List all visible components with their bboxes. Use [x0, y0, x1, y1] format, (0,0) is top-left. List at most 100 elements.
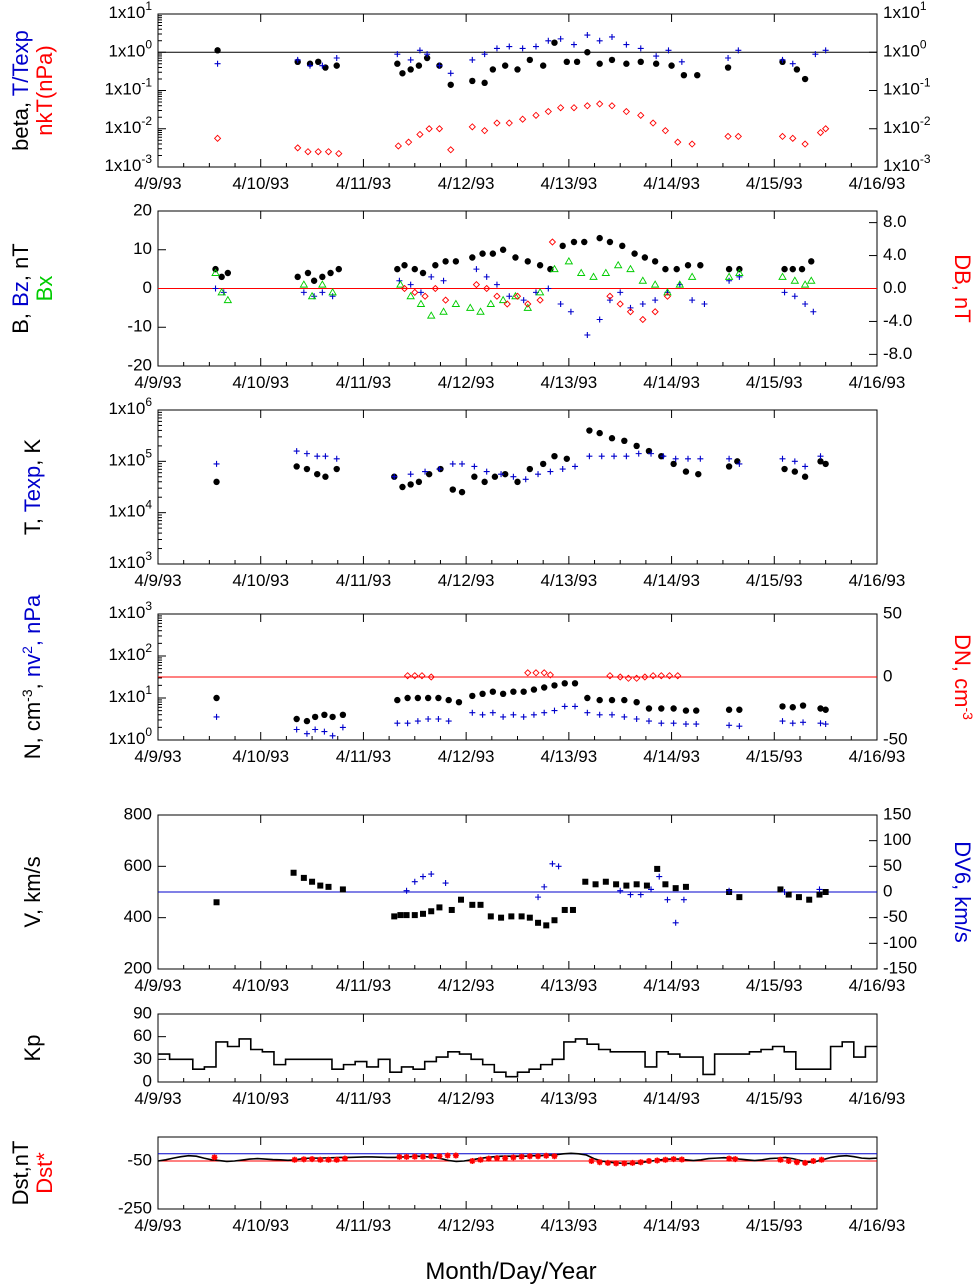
density-y-axis-title-part: nv: [20, 654, 45, 677]
velocity-series-1: [403, 860, 823, 926]
velocity-point: [602, 878, 609, 885]
field-point: [428, 273, 435, 280]
density-date-label: 4/14/93: [643, 747, 700, 766]
beta-point: [435, 125, 444, 133]
field-point: [394, 265, 401, 273]
density-point: [455, 699, 463, 706]
field-point: [211, 268, 220, 276]
density-point: [665, 672, 674, 680]
field-point: [584, 332, 591, 338]
beta-point: [416, 47, 423, 54]
velocity-point: [300, 874, 307, 881]
density-point: [303, 717, 311, 725]
dst-point: [662, 1156, 669, 1163]
density-point: [414, 694, 422, 702]
field-right-tick-label: -8.0: [883, 344, 912, 363]
field-point: [684, 262, 692, 269]
density-point: [394, 696, 401, 704]
velocity-point: [442, 880, 449, 887]
velocity-point: [339, 886, 346, 893]
field-point: [493, 292, 501, 300]
temperature-point: [802, 463, 809, 470]
field-point: [802, 301, 809, 307]
field-date-label: 4/13/93: [540, 373, 597, 392]
density-point: [817, 705, 824, 712]
velocity-point: [682, 883, 689, 890]
field-point: [512, 254, 519, 261]
field-point: [650, 280, 660, 288]
temperature-point: [611, 453, 618, 460]
velocity-y-axis-title-part: V, km/s: [20, 856, 45, 927]
density-point: [561, 703, 568, 710]
velocity-point: [508, 913, 515, 920]
velocity-point: [822, 889, 829, 895]
velocity-point: [582, 878, 589, 885]
velocity-point: [816, 891, 823, 898]
velocity-date-label: 4/13/93: [540, 976, 597, 995]
density-point: [633, 716, 640, 722]
field-point: [652, 297, 659, 304]
kp-y-tick-label: 60: [133, 1026, 152, 1045]
temperature-point: [633, 442, 640, 450]
density-point: [657, 672, 665, 680]
field-point: [631, 250, 638, 257]
field-point: [557, 301, 564, 307]
temperature-point: [303, 465, 311, 473]
field-point: [212, 285, 219, 292]
density-point: [520, 688, 527, 695]
velocity-right-tick-label: 0: [883, 881, 892, 900]
field-point: [224, 269, 232, 277]
field-point: [489, 250, 497, 257]
density-series-2: [403, 669, 682, 682]
field-point: [564, 256, 574, 265]
density-point: [339, 724, 346, 731]
velocity-point: [561, 906, 568, 913]
field-point: [781, 265, 788, 273]
dst-point: [588, 1158, 595, 1164]
beta-point: [778, 132, 787, 141]
temperature-y-axis-title-part: , K: [20, 439, 45, 466]
temperature-point: [501, 470, 509, 478]
dst-point: [317, 1156, 324, 1163]
temperature-point: [293, 463, 300, 470]
density-point: [641, 673, 649, 681]
temperature-point: [459, 460, 466, 467]
temperature-date-label: 4/13/93: [540, 571, 597, 590]
velocity-point: [795, 894, 802, 901]
field-point: [307, 291, 317, 300]
dst-y-tick-label: -250: [118, 1198, 152, 1217]
velocity-right-axis-title-line-1: DV6, km/s: [950, 841, 975, 942]
field-point: [791, 293, 798, 300]
field-y-axis-title-part: B,: [8, 307, 33, 334]
dst-point: [818, 1156, 825, 1163]
beta-point: [637, 58, 644, 66]
velocity-date-label: 4/16/93: [849, 976, 906, 995]
density-point: [427, 673, 435, 681]
density-point: [520, 713, 527, 720]
temperature-point: [535, 471, 542, 478]
field-point: [550, 264, 559, 273]
temperature-point: [621, 437, 628, 444]
beta-point: [399, 70, 406, 77]
density-point: [469, 709, 476, 716]
field-series-2: [211, 256, 816, 319]
density-point: [404, 720, 411, 727]
density-point: [532, 669, 540, 677]
velocity-point: [428, 871, 435, 878]
beta-right-tick-label: 1x101: [883, 0, 927, 22]
dst-point: [785, 1158, 792, 1164]
beta-point: [436, 62, 443, 69]
dst-point: [300, 1156, 307, 1163]
field-point: [511, 291, 520, 300]
temperature-point: [407, 481, 414, 488]
density-point: [658, 720, 665, 727]
beta-series-2: [213, 100, 830, 158]
field-point: [421, 292, 429, 300]
dst-point: [732, 1156, 739, 1163]
density-point: [414, 718, 421, 725]
dst-point: [518, 1153, 525, 1160]
density-date-label: 4/13/93: [540, 747, 597, 766]
temperature-date-label: 4/12/93: [438, 571, 495, 590]
density-point: [329, 732, 336, 739]
